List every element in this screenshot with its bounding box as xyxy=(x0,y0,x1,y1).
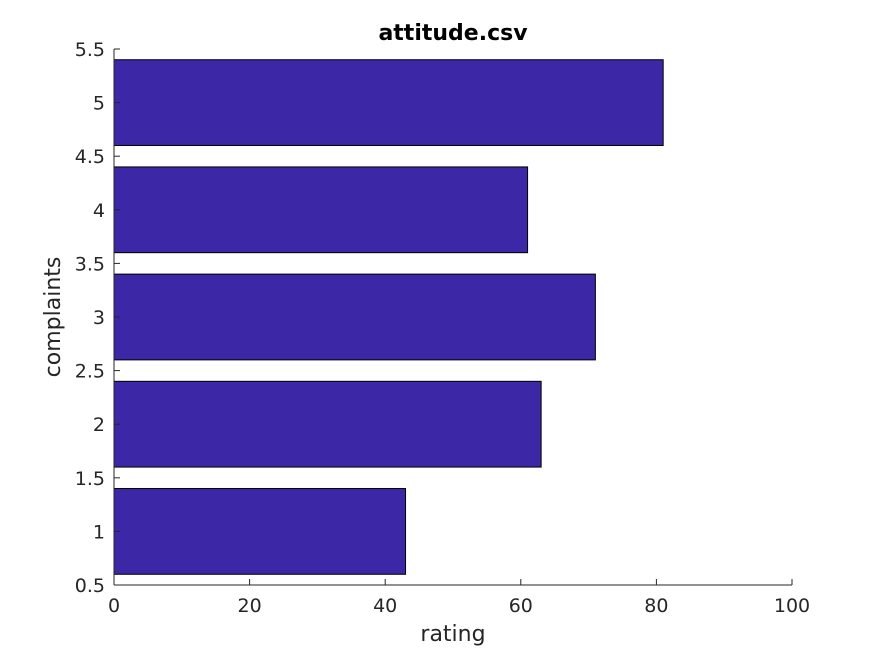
bar-group xyxy=(113,59,664,575)
bar-5 xyxy=(113,59,664,146)
x-tick-label: 40 xyxy=(373,595,397,617)
y-tick-label: 0.5 xyxy=(75,575,105,597)
x-tick-label: 60 xyxy=(509,595,533,617)
y-tick-label: 5 xyxy=(93,93,105,115)
y-tick-label: 5.5 xyxy=(75,39,105,61)
x-tick-label: 80 xyxy=(644,595,668,617)
x-tick-label: 20 xyxy=(238,595,262,617)
bar-1 xyxy=(113,488,407,575)
y-axis-ticks: 0.5 1 1.5 2 2.5 3 3.5 4 4.5 5 5.5 xyxy=(75,39,120,597)
y-tick-label: 1 xyxy=(93,521,105,543)
y-tick-label: 4.5 xyxy=(75,146,105,168)
chart-title: attitude.csv xyxy=(378,21,528,46)
x-tick-label: 100 xyxy=(774,595,810,617)
y-axis-label: complaints xyxy=(41,257,66,378)
y-tick-label: 3.5 xyxy=(75,253,105,275)
bar-4 xyxy=(113,166,529,254)
bar-3 xyxy=(113,273,596,361)
y-tick-label: 3 xyxy=(93,307,105,329)
x-tick-label: 0 xyxy=(108,595,120,617)
x-axis-ticks: 0 20 40 60 80 100 xyxy=(108,579,810,617)
y-tick-label: 1.5 xyxy=(75,468,105,490)
bar-2 xyxy=(113,380,542,468)
y-tick-label: 2 xyxy=(93,414,105,436)
x-axis-label: rating xyxy=(420,622,485,647)
y-tick-label: 2.5 xyxy=(75,361,105,383)
y-tick-label: 4 xyxy=(93,200,105,222)
